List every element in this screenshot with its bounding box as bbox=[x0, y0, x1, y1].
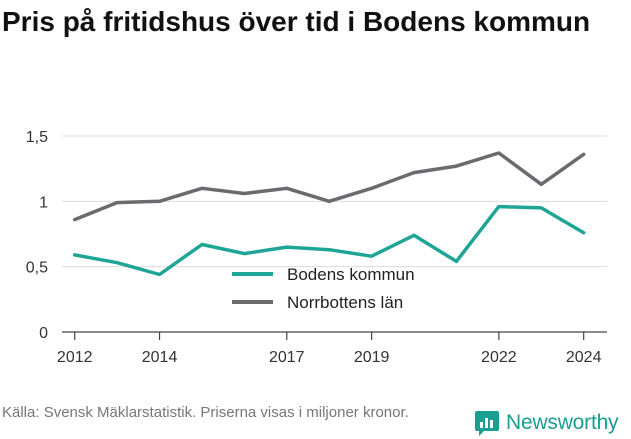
series-line-norrbottens-l-n bbox=[72, 151, 586, 222]
legend-label: Bodens kommun bbox=[287, 265, 415, 284]
y-tick-label: 1 bbox=[39, 194, 48, 211]
chart-title: Pris på fritidshus över tid i Bodens kom… bbox=[2, 6, 591, 37]
x-tick-label: 2012 bbox=[57, 349, 93, 366]
newsworthy-logo[interactable]: Newsworthy bbox=[474, 408, 619, 438]
source-note: Källa: Svensk Mäklarstatistik. Priserna … bbox=[2, 404, 409, 421]
y-tick-label: 1,5 bbox=[26, 129, 48, 146]
series-lines bbox=[72, 151, 586, 277]
legend: Bodens kommun Norrbottens län bbox=[232, 265, 415, 312]
brand-name: Newsworthy bbox=[506, 411, 619, 434]
newsworthy-logo-icon bbox=[475, 411, 499, 436]
y-axis-ticks: 0 0,5 1 1,5 bbox=[26, 129, 48, 342]
x-tick-label: 2022 bbox=[481, 349, 517, 366]
x-tick-label: 2024 bbox=[566, 349, 602, 366]
x-tick-label: 2017 bbox=[269, 349, 305, 366]
x-tick-label: 2019 bbox=[354, 349, 390, 366]
y-tick-label: 0,5 bbox=[26, 260, 48, 277]
x-axis: 2012 2014 2017 2019 2022 2024 bbox=[57, 332, 602, 366]
series-line-bodens-kommun bbox=[72, 204, 586, 277]
legend-label: Norrbottens län bbox=[287, 293, 403, 312]
y-tick-label: 0 bbox=[39, 325, 48, 342]
x-tick-label: 2014 bbox=[142, 349, 178, 366]
